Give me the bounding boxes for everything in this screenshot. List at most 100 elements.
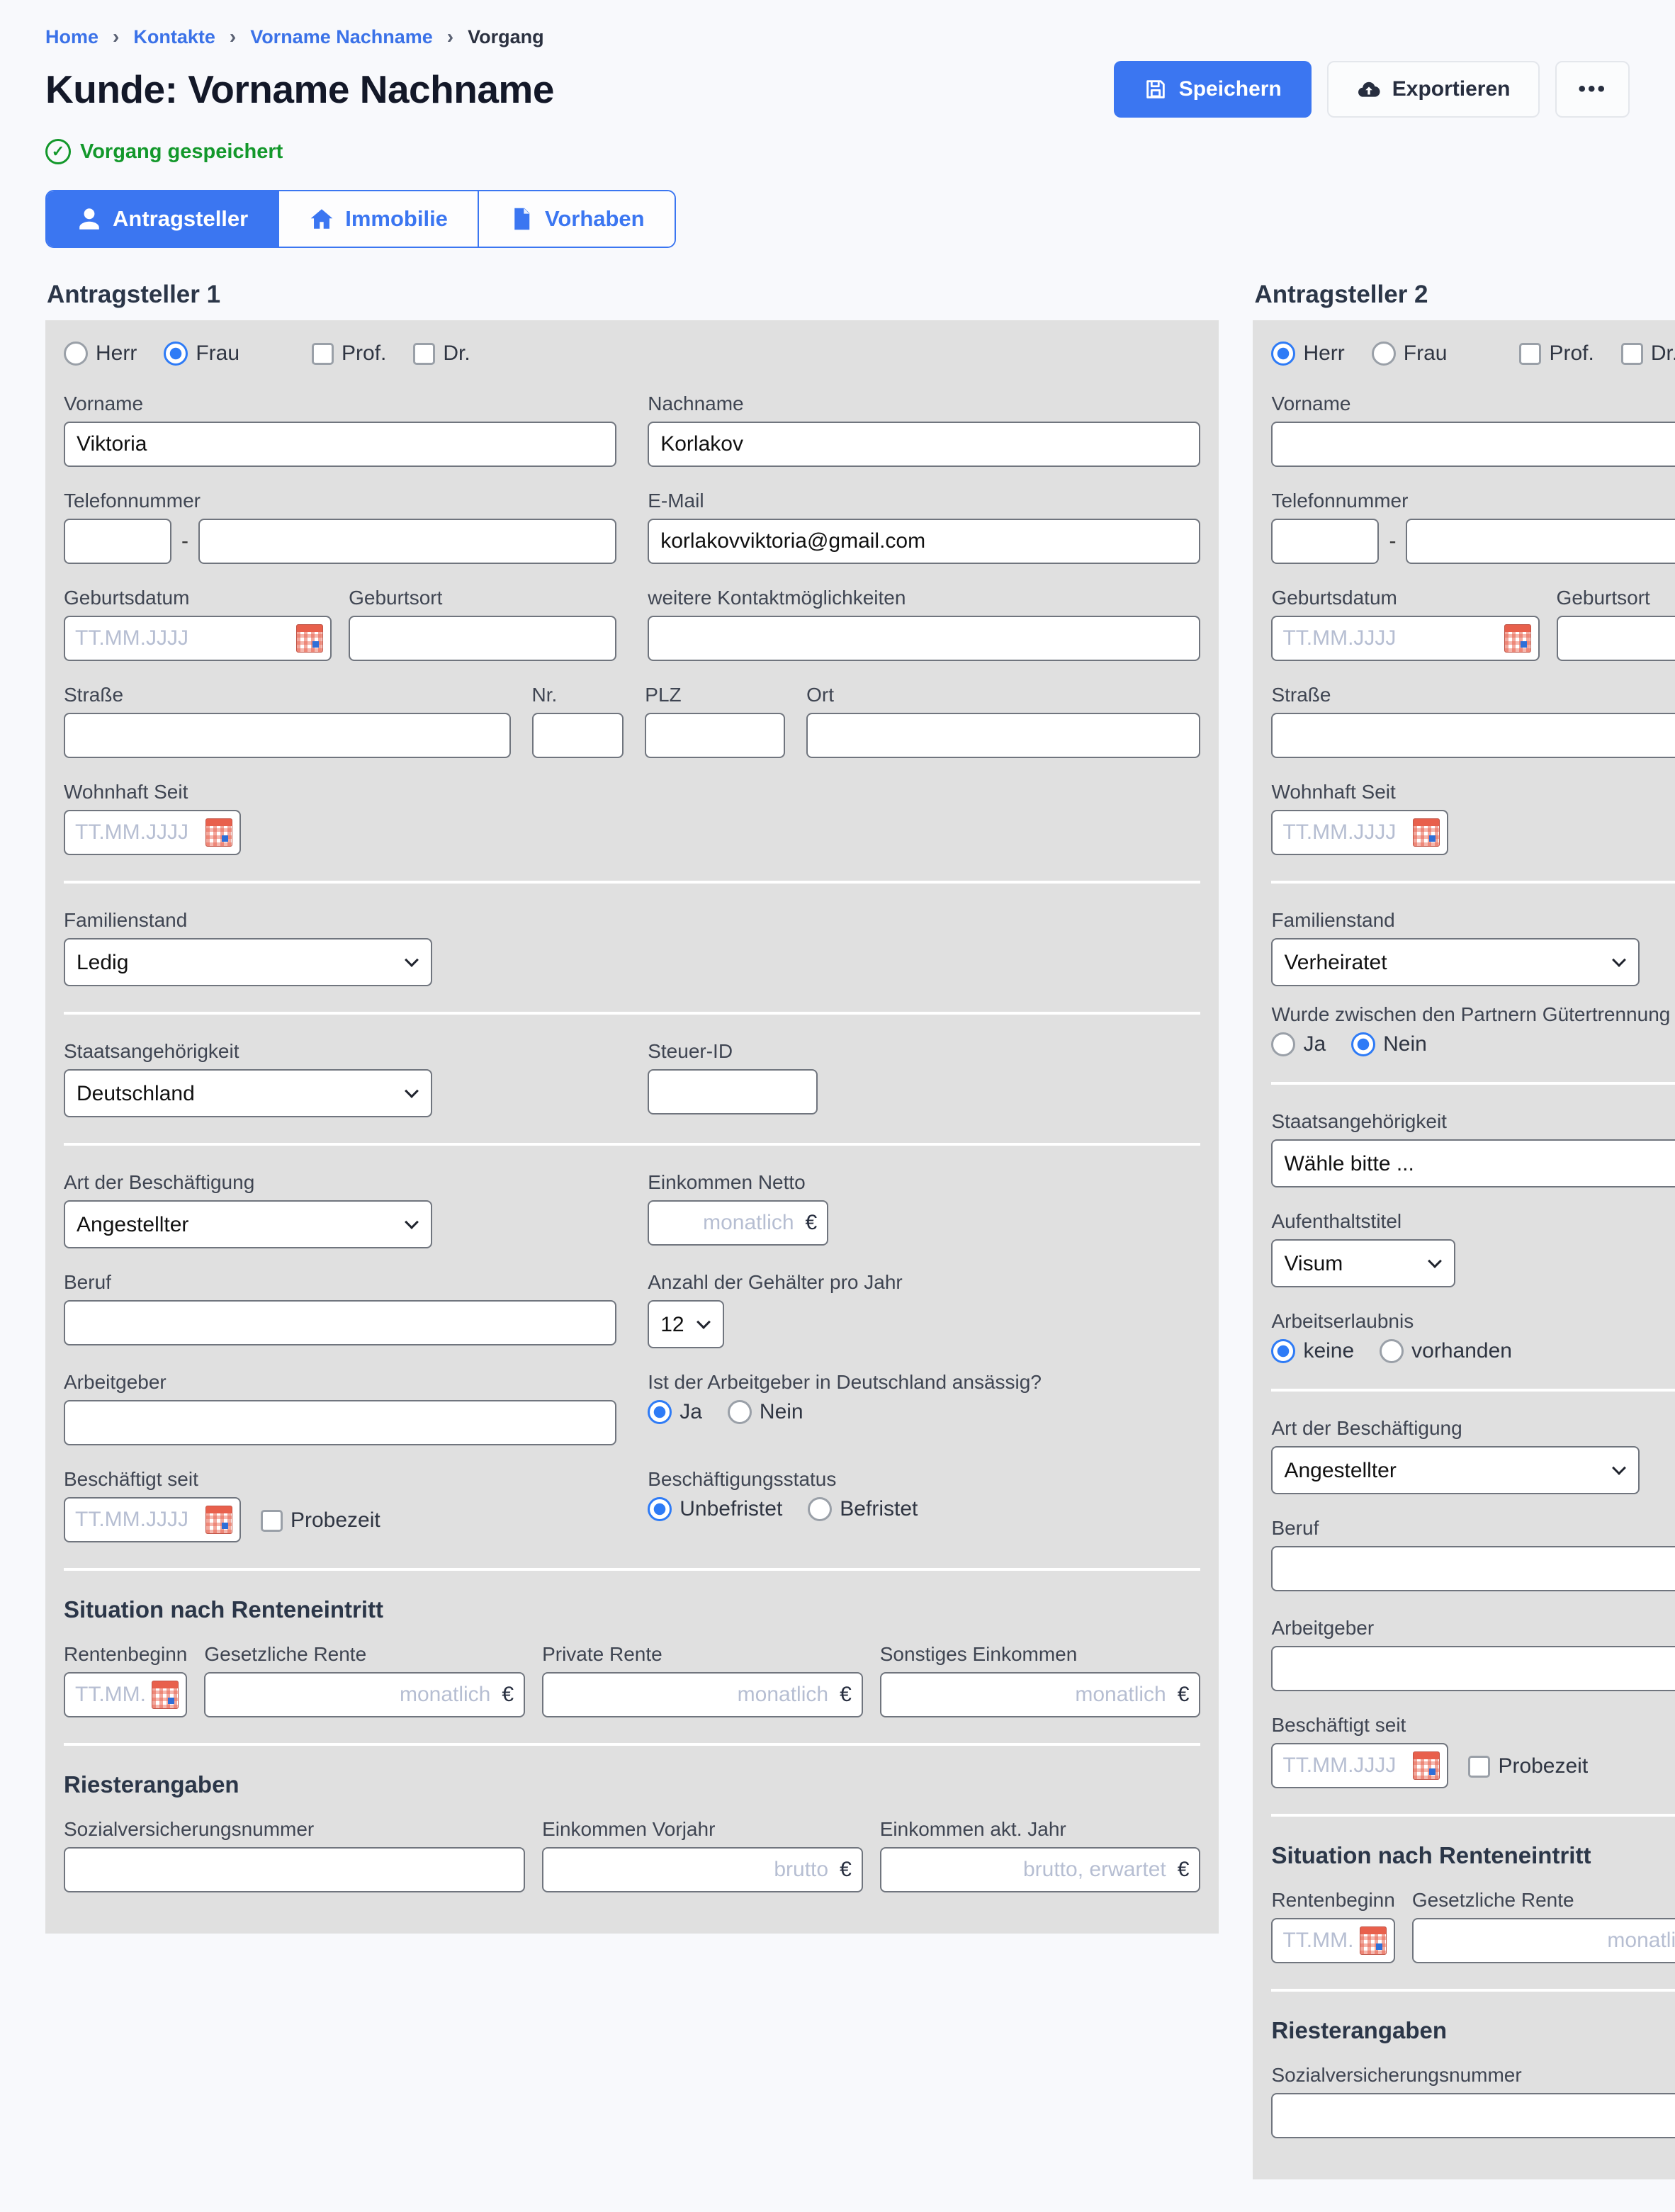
a1-status-unbefristet[interactable]: Unbefristet (648, 1497, 782, 1521)
a2-arbeitgeber-input[interactable] (1271, 1646, 1675, 1691)
tab-antragsteller[interactable]: Antragsteller (47, 191, 280, 247)
a1-einkommen-netto-input[interactable] (659, 1210, 796, 1236)
a1-strasse-input[interactable] (64, 713, 511, 758)
a1-checkbox-dr-input[interactable] (413, 342, 436, 365)
divider (1271, 1989, 1675, 1992)
calendar-icon[interactable] (1504, 624, 1531, 653)
a2-geburtsort-input[interactable] (1556, 616, 1675, 661)
a2-strasse-input[interactable] (1271, 713, 1675, 758)
a2-arbeitserlaubnis-vorhanden[interactable]: vorhanden (1380, 1339, 1512, 1363)
a1-steuer-id-input[interactable] (648, 1069, 818, 1115)
a1-checkbox-prof[interactable]: Prof. (312, 342, 386, 366)
a2-geburtsdatum-input[interactable] (1273, 617, 1538, 660)
a2-arbeitserlaubnis-keine[interactable]: keine (1271, 1339, 1354, 1363)
a1-staatsangehoerigkeit-select[interactable]: Deutschland (64, 1069, 432, 1117)
a2-guetertrennung-nein-input[interactable] (1351, 1032, 1376, 1056)
a1-private-rente-input[interactable] (553, 1682, 830, 1708)
export-button[interactable]: Exportieren (1326, 61, 1540, 118)
a2-guetertrennung-nein[interactable]: Nein (1351, 1032, 1427, 1056)
a1-radio-herr[interactable]: Herr (64, 342, 137, 366)
calendar-icon[interactable] (296, 624, 324, 653)
a2-checkbox-dr-input[interactable] (1620, 342, 1643, 365)
a2-rentenbeginn-field (1271, 1918, 1395, 1963)
a1-geburtsdatum-input[interactable] (65, 617, 331, 660)
a1-arbeitgeber-de-ja-input[interactable] (648, 1400, 672, 1424)
a1-nr-input[interactable] (531, 713, 624, 758)
divider (64, 1143, 1201, 1146)
a1-sozialversicherungsnummer-input[interactable] (64, 1847, 526, 1892)
a1-phone-number-input[interactable] (198, 519, 617, 564)
a1-arbeitgeber-de-nein-input[interactable] (727, 1400, 752, 1424)
calendar-icon[interactable] (1359, 1926, 1387, 1955)
a2-phone-prefix-input[interactable] (1271, 519, 1380, 564)
calendar-icon[interactable] (205, 1506, 232, 1534)
a2-checkbox-dr[interactable]: Dr. (1620, 342, 1675, 366)
a2-probezeit-input[interactable] (1468, 1755, 1491, 1778)
a2-arbeitserlaubnis-vorhanden-input[interactable] (1380, 1339, 1404, 1363)
a2-probezeit-checkbox[interactable]: Probezeit (1468, 1754, 1588, 1778)
a1-arbeitgeber-de-nein[interactable]: Nein (727, 1400, 803, 1424)
a2-radio-frau-input[interactable] (1371, 342, 1396, 366)
a1-arbeitgeber-input[interactable] (64, 1400, 617, 1445)
a1-checkbox-prof-input[interactable] (312, 342, 334, 365)
a1-checkbox-dr[interactable]: Dr. (413, 342, 470, 366)
einkommen-netto-label: Einkommen Netto (648, 1171, 806, 1193)
a2-vorname-input[interactable] (1271, 422, 1675, 467)
a2-familienstand-select[interactable]: Verheiratet (1271, 938, 1640, 986)
a1-art-beschaeftigung-select[interactable]: Angestellter (64, 1200, 432, 1248)
a2-aufenthaltstitel-select[interactable]: Visum (1271, 1239, 1456, 1287)
a2-art-beschaeftigung-select[interactable]: Angestellter (1271, 1446, 1640, 1494)
a1-geburtsort-input[interactable] (349, 616, 617, 661)
calendar-icon[interactable] (1413, 1751, 1440, 1780)
a2-radio-herr[interactable]: Herr (1271, 342, 1345, 366)
a2-beruf-input[interactable] (1271, 1546, 1675, 1591)
calendar-icon[interactable] (152, 1681, 179, 1709)
a2-phone-number-input[interactable] (1406, 519, 1675, 564)
a2-radio-herr-input[interactable] (1271, 342, 1296, 366)
a2-staatsangehoerigkeit-select[interactable]: Wähle bitte ... (1271, 1139, 1675, 1187)
a1-gesetzliche-rente-input[interactable] (215, 1682, 492, 1708)
calendar-icon[interactable] (1413, 818, 1440, 847)
calendar-icon[interactable] (205, 818, 232, 847)
a2-radio-frau[interactable]: Frau (1371, 342, 1447, 366)
a2-checkbox-prof-input[interactable] (1519, 342, 1542, 365)
a1-einkommen-akt-jahr-input[interactable] (891, 1857, 1168, 1883)
a1-status-befristet-input[interactable] (808, 1497, 833, 1521)
save-button[interactable]: Speichern (1113, 61, 1312, 118)
a1-radio-herr-input[interactable] (64, 342, 88, 366)
vorname-label: Vorname (64, 393, 144, 414)
a2-guetertrennung-ja[interactable]: Ja (1271, 1032, 1326, 1056)
a2-checkbox-prof[interactable]: Prof. (1519, 342, 1594, 366)
a1-weitere-kontakt-input[interactable] (648, 616, 1201, 661)
a2-guetertrennung-ja-input[interactable] (1271, 1032, 1296, 1056)
riester-heading: Riesterangaben (1271, 2017, 1448, 2043)
a1-familienstand-select[interactable]: Ledig (64, 938, 432, 986)
a1-nachname-input[interactable] (648, 422, 1201, 467)
a2-gesetzliche-rente-input[interactable] (1423, 1928, 1675, 1953)
a1-arbeitgeber-de-ja[interactable]: Ja (648, 1400, 702, 1424)
a1-vorname-input[interactable] (64, 422, 617, 467)
a1-status-befristet[interactable]: Befristet (808, 1497, 918, 1521)
breadcrumb-kontakt-name[interactable]: Vorname Nachname (250, 26, 433, 47)
a1-sonstiges-einkommen-input[interactable] (891, 1682, 1168, 1708)
a2-arbeitserlaubnis-keine-input[interactable] (1271, 1339, 1296, 1363)
a1-email-input[interactable] (648, 519, 1201, 564)
a1-plz-input[interactable] (645, 713, 786, 758)
a1-radio-frau[interactable]: Frau (164, 342, 239, 366)
telefonnummer-label: Telefonnummer (64, 490, 201, 512)
a1-status-unbefristet-input[interactable] (648, 1497, 672, 1521)
a2-sozialversicherungsnummer-input[interactable] (1271, 2093, 1675, 2138)
a1-beruf-input[interactable] (64, 1300, 617, 1345)
breadcrumb-kontakte[interactable]: Kontakte (133, 26, 215, 47)
a1-radio-frau-input[interactable] (164, 342, 188, 366)
more-actions-button[interactable]: ••• (1555, 61, 1630, 118)
a1-gehaelter-select[interactable]: 12 (648, 1300, 725, 1348)
a1-ort-input[interactable] (806, 713, 1201, 758)
tab-vorhaben[interactable]: Vorhaben (478, 191, 675, 247)
tab-immobilie[interactable]: Immobilie (279, 191, 479, 247)
a1-phone-prefix-input[interactable] (64, 519, 171, 564)
a1-einkommen-vorjahr-input[interactable] (553, 1857, 830, 1883)
a1-probezeit-checkbox[interactable]: Probezeit (261, 1508, 380, 1533)
a1-probezeit-input[interactable] (261, 1509, 283, 1532)
breadcrumb-home[interactable]: Home (45, 26, 99, 47)
